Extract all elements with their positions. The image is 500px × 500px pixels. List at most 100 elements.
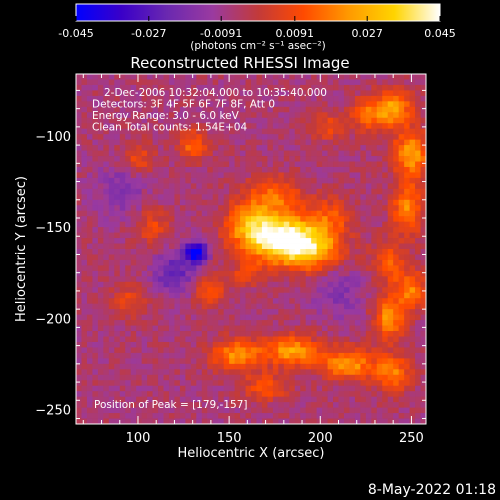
heatmap-cell — [136, 123, 143, 130]
heatmap-cell — [338, 325, 345, 332]
heatmap-cell — [207, 320, 214, 326]
heatmap-cell — [223, 161, 230, 168]
heatmap-cell — [343, 199, 350, 206]
heatmap-cell — [387, 259, 394, 266]
heatmap-cell — [409, 205, 416, 212]
heatmap-cell — [333, 281, 339, 288]
heatmap-cell — [300, 227, 307, 233]
heatmap-cell — [338, 227, 345, 233]
heatmap-cell — [97, 183, 104, 190]
heatmap-cell — [76, 303, 82, 310]
heatmap-cell — [267, 166, 274, 173]
heatmap-cell — [174, 380, 181, 387]
heatmap-cell — [387, 177, 394, 184]
heatmap-cell — [81, 145, 88, 151]
heatmap-cell — [179, 183, 186, 190]
heatmap-cell — [152, 177, 159, 184]
heatmap-cell — [387, 369, 394, 376]
heatmap-cell — [136, 292, 143, 299]
heatmap-cell — [354, 402, 361, 408]
heatmap-cell — [360, 402, 367, 408]
heatmap-cell — [119, 287, 126, 294]
heatmap-cell — [76, 276, 82, 283]
heatmap-cell — [240, 210, 246, 217]
heatmap-cell — [283, 363, 290, 370]
heatmap-cell — [289, 84, 296, 91]
heatmap-cell — [278, 254, 285, 261]
heatmap-cell — [229, 199, 235, 206]
heatmap-cell — [283, 292, 290, 299]
heatmap-cell — [114, 145, 121, 151]
heatmap-cell — [212, 303, 219, 310]
heatmap-cell — [393, 150, 400, 157]
heatmap-cell — [376, 106, 383, 113]
heatmap-cell — [179, 194, 186, 201]
heatmap-cell — [103, 243, 110, 250]
heatmap-cell — [163, 123, 170, 130]
heatmap-cell — [294, 347, 301, 354]
heatmap-cell — [371, 183, 378, 190]
heatmap-cell — [141, 150, 148, 157]
heatmap-cell — [240, 177, 246, 184]
heatmap-cell — [185, 101, 192, 108]
heatmap-cell — [420, 194, 427, 201]
heatmap-cell — [185, 123, 192, 130]
heatmap-cell — [305, 309, 312, 316]
heatmap-cell — [251, 309, 257, 316]
heatmap-cell — [201, 363, 208, 370]
heatmap-cell — [168, 352, 175, 359]
heatmap-cell — [267, 221, 274, 228]
heatmap-cell — [163, 309, 170, 316]
heatmap-cell — [398, 172, 405, 179]
heatmap-cell — [316, 402, 323, 408]
heatmap-cell — [130, 232, 137, 239]
heatmap-cell — [190, 325, 197, 332]
heatmap-cell — [81, 265, 88, 272]
heatmap-cell — [327, 90, 334, 97]
heatmap-cell — [300, 221, 307, 228]
heatmap-cell — [415, 101, 421, 108]
heatmap-cell — [190, 161, 197, 168]
heatmap-cell — [365, 221, 372, 228]
heatmap-cell — [349, 270, 356, 277]
heatmap-cell — [398, 123, 405, 130]
heatmap-cell — [360, 336, 367, 343]
heatmap-cell — [365, 194, 372, 201]
heatmap-cell — [360, 188, 367, 195]
heatmap-cell — [360, 259, 367, 266]
heatmap-cell — [223, 156, 230, 162]
heatmap-cell — [322, 161, 328, 168]
heatmap-cell — [152, 303, 159, 310]
heatmap-cell — [272, 374, 279, 381]
heatmap-cell — [278, 177, 285, 184]
heatmap-cell — [420, 183, 427, 190]
heatmap-cell — [108, 128, 115, 135]
heatmap-cell — [360, 407, 367, 414]
heatmap-cell — [174, 298, 181, 305]
heatmap-cell — [141, 325, 148, 332]
heatmap-cell — [322, 407, 328, 414]
heatmap-cell — [409, 177, 416, 184]
heatmap-cell — [415, 221, 421, 228]
heatmap-cell — [108, 254, 115, 261]
heatmap-cell — [103, 74, 110, 80]
heatmap-cell — [261, 243, 268, 250]
heatmap-cell — [267, 74, 274, 80]
heatmap-cell — [267, 216, 274, 223]
heatmap-cell — [185, 210, 192, 217]
heatmap-cell — [86, 145, 93, 151]
heatmap-cell — [114, 396, 121, 403]
heatmap-cell — [349, 210, 356, 217]
heatmap-cell — [305, 150, 312, 157]
heatmap-cell — [103, 363, 110, 370]
heatmap-cell — [371, 205, 378, 212]
heatmap-cell — [108, 216, 115, 223]
heatmap-cell — [267, 259, 274, 266]
heatmap-cell — [179, 325, 186, 332]
heatmap-cell — [179, 216, 186, 223]
heatmap-cell — [130, 320, 137, 326]
heatmap-cell — [256, 188, 263, 195]
heatmap-cell — [354, 358, 361, 365]
heatmap-cell — [294, 298, 301, 305]
heatmap-cell — [360, 254, 367, 261]
